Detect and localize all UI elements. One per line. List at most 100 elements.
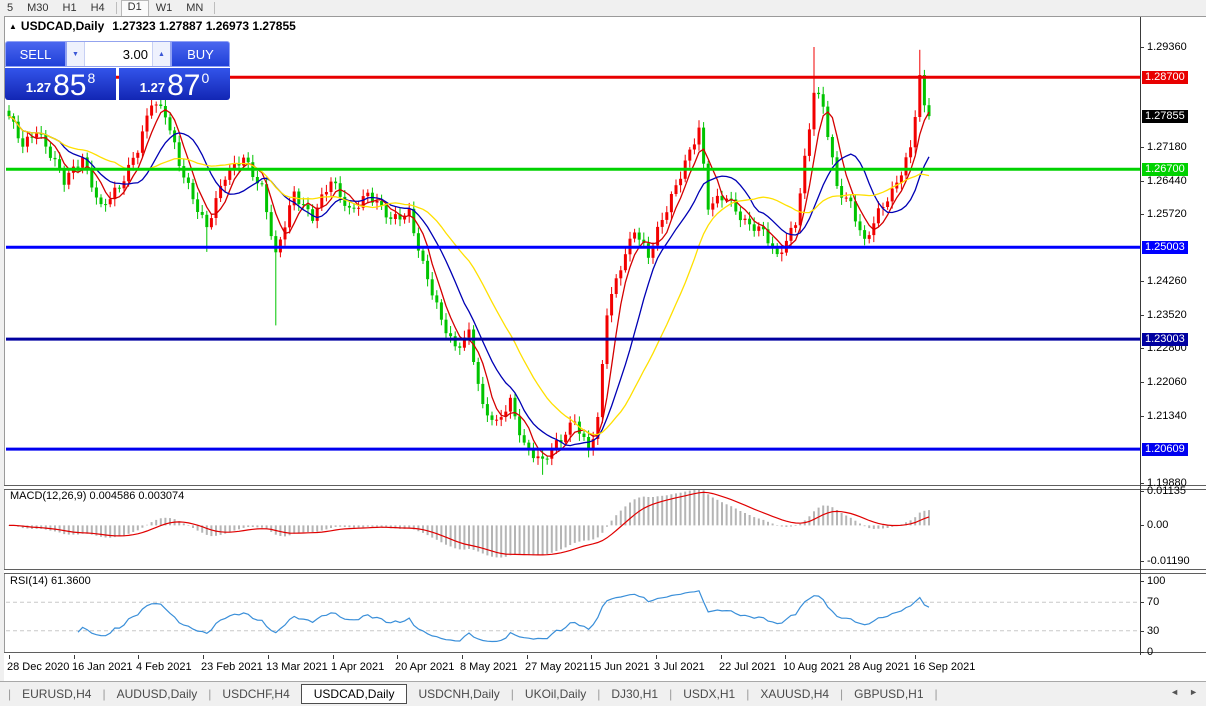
tab-eurusd-h4[interactable]: EURUSD,H4 [22,687,92,701]
candle-body [306,204,310,210]
collapse-triangle-icon[interactable]: ▲ [9,22,17,31]
buy-button[interactable]: BUY [171,41,230,67]
tab-scroll-left-icon[interactable]: ◄ [1170,687,1180,697]
macd-histogram-bar [67,525,70,535]
macd-histogram-bar [376,525,378,527]
panel-divider[interactable] [4,485,1206,490]
macd-histogram-bar [454,525,457,549]
macd-histogram-bar [109,525,112,538]
macd-histogram-bar [504,525,507,557]
tab-usdx-h1[interactable]: USDX,H1 [683,687,736,701]
candle-body [329,181,333,192]
candle-body [366,192,370,197]
tab-xauusd-h4[interactable]: XAUUSD,H4 [760,687,830,701]
date-tick [138,655,139,659]
candle-body [209,218,213,228]
moving-average-line [8,115,930,436]
macd-histogram-bar [633,499,636,526]
macd-histogram-bar [284,525,286,537]
macd-histogram-bar [762,519,765,526]
candle-body [320,194,324,208]
price-tick-label: 1.21340 [1147,410,1187,422]
macd-histogram-bar [500,525,503,558]
macd-histogram-bar [256,525,259,528]
macd-histogram-bar [491,525,493,557]
candle-body [53,157,57,160]
tab-dj30-h1[interactable]: DJ30,H1 [611,687,659,701]
candle-body [720,195,724,201]
macd-histogram-bar [776,525,779,526]
macd-histogram-bar [104,525,107,538]
price-chart-canvas[interactable] [6,17,1140,485]
macd-histogram-bar [63,525,66,535]
candle-body [623,254,627,271]
macd-histogram-bar [541,525,544,555]
volume-decrease-button[interactable]: ▼ [67,42,85,66]
macd-histogram-bar [247,525,250,527]
buy-price-display[interactable]: 1.27 87 0 [119,68,230,101]
axis-tick [1140,315,1144,316]
candle-body [223,179,227,186]
macd-histogram-bar [707,494,710,526]
date-tick [203,655,204,659]
macd-histogram-bar [826,505,829,526]
timeframe-m30[interactable]: M30 [27,1,49,14]
macd-histogram-bar [357,525,360,528]
candle-body [610,294,614,316]
sell-price-display[interactable]: 1.27 85 8 [5,68,116,101]
volume-input[interactable] [85,42,152,66]
candle-body [587,437,591,451]
candle-body [803,155,807,194]
timeframe-w1[interactable]: W1 [155,1,173,14]
macd-histogram-bar [320,525,323,531]
candle-body [600,364,604,418]
timeframe-mn[interactable]: MN [186,1,204,14]
tab-usdcad-daily[interactable]: USDCAD,Daily [300,684,408,704]
sell-button[interactable]: SELL [5,41,66,67]
timeframe-h1[interactable]: H1 [62,1,77,14]
candle-body [780,252,784,254]
candle-body [301,204,305,206]
candle-body [380,201,384,206]
price-tick-label: 1.26440 [1147,175,1187,187]
candle-body [25,136,29,147]
tab-ukoil-daily[interactable]: UKOil,Daily [524,687,587,701]
tab-audusd-daily[interactable]: AUDUSD,Daily [116,687,198,701]
macd-histogram-bar [675,493,677,526]
tab-scroll-right-icon[interactable]: ► [1189,687,1198,697]
tab-gbpusd-h1[interactable]: GBPUSD,H1 [854,687,924,701]
date-axis[interactable]: 28 Dec 2020 16 Jan 2021 4 Feb 2021 23 Feb 2… [4,655,1206,681]
macd-histogram-bar [316,525,319,532]
rsi-indicator-canvas[interactable] [6,573,1140,652]
candle-body [853,201,857,222]
candle-body [711,203,715,210]
candle-body [242,157,246,166]
volume-increase-button[interactable]: ▲ [152,42,170,66]
macd-histogram-bar [555,525,558,551]
macd-histogram-bar [744,513,746,526]
tab-usdchf-h4[interactable]: USDCHF,H4 [222,687,290,701]
candle-body [706,163,710,210]
candle-body [334,181,338,184]
macd-histogram-bar [560,525,562,550]
timeframe-h4[interactable]: H4 [90,1,105,14]
timeframe-d1[interactable]: D1 [120,0,149,17]
timeframe-5[interactable]: 5 [7,1,14,14]
macd-histogram-bar [100,525,102,537]
date-tick [656,655,657,659]
macd-histogram-bar [831,507,834,526]
tab-usdcnh-daily[interactable]: USDCNH,Daily [418,687,500,701]
candle-body [182,166,186,178]
panel-divider[interactable] [4,569,1206,574]
macd-histogram-bar [187,525,190,526]
chart-title: ▲ USDCAD,Daily 1.27323 1.27887 1.26973 1.2… [9,19,296,33]
price-line-badge: 1.25003 [1142,241,1188,254]
macd-indicator-canvas[interactable] [6,489,1140,565]
macd-tick-label: 0.00 [1147,519,1169,531]
candle-body [582,433,586,437]
macd-histogram-bar [113,525,116,538]
macd-histogram-bar [481,525,484,554]
candle-body [918,75,922,117]
date-tick [268,655,269,659]
candle-body [614,278,618,294]
